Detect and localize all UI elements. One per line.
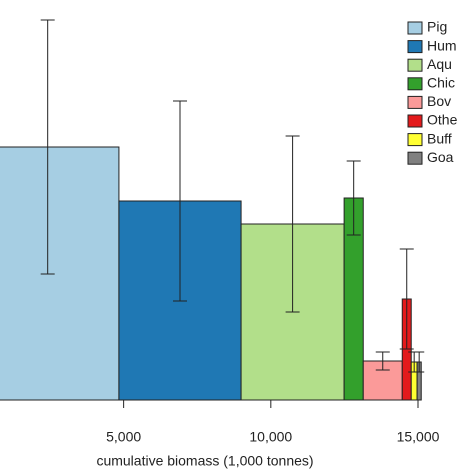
bar: [0, 146, 120, 401]
legend-swatch: [407, 21, 423, 35]
x-tick-label: 10,000: [249, 429, 292, 445]
legend-label: Buff: [427, 130, 452, 146]
x-tick-label: 5,000: [106, 429, 141, 445]
legend-swatch: [407, 114, 423, 128]
x-axis-label: cumulative biomass (1,000 tonnes): [96, 453, 313, 469]
legend-label: Bov: [427, 93, 451, 109]
legend-label: Hum: [427, 37, 457, 53]
legend-label: Aqu: [427, 56, 452, 72]
legend-label: Goa: [427, 149, 454, 165]
legend-swatch: [407, 40, 423, 54]
plot-area: [0, 19, 425, 401]
legend-swatch: [407, 151, 423, 165]
error-bar: [40, 19, 55, 275]
error-bar: [375, 351, 390, 371]
error-bar: [399, 248, 414, 350]
legend-swatch: [407, 95, 423, 109]
legend-label: Pig: [427, 19, 447, 35]
legend-label: Othe: [427, 112, 458, 128]
x-tick-label: 15,000: [397, 429, 440, 445]
error-bar: [346, 160, 361, 236]
legend-label: Chic: [427, 75, 455, 91]
error-bar: [173, 100, 188, 302]
error-bar: [285, 135, 300, 313]
legend-swatch: [407, 58, 423, 72]
legend-swatch: [407, 133, 423, 147]
error-bar: [414, 351, 425, 373]
legend-swatch: [407, 77, 423, 91]
